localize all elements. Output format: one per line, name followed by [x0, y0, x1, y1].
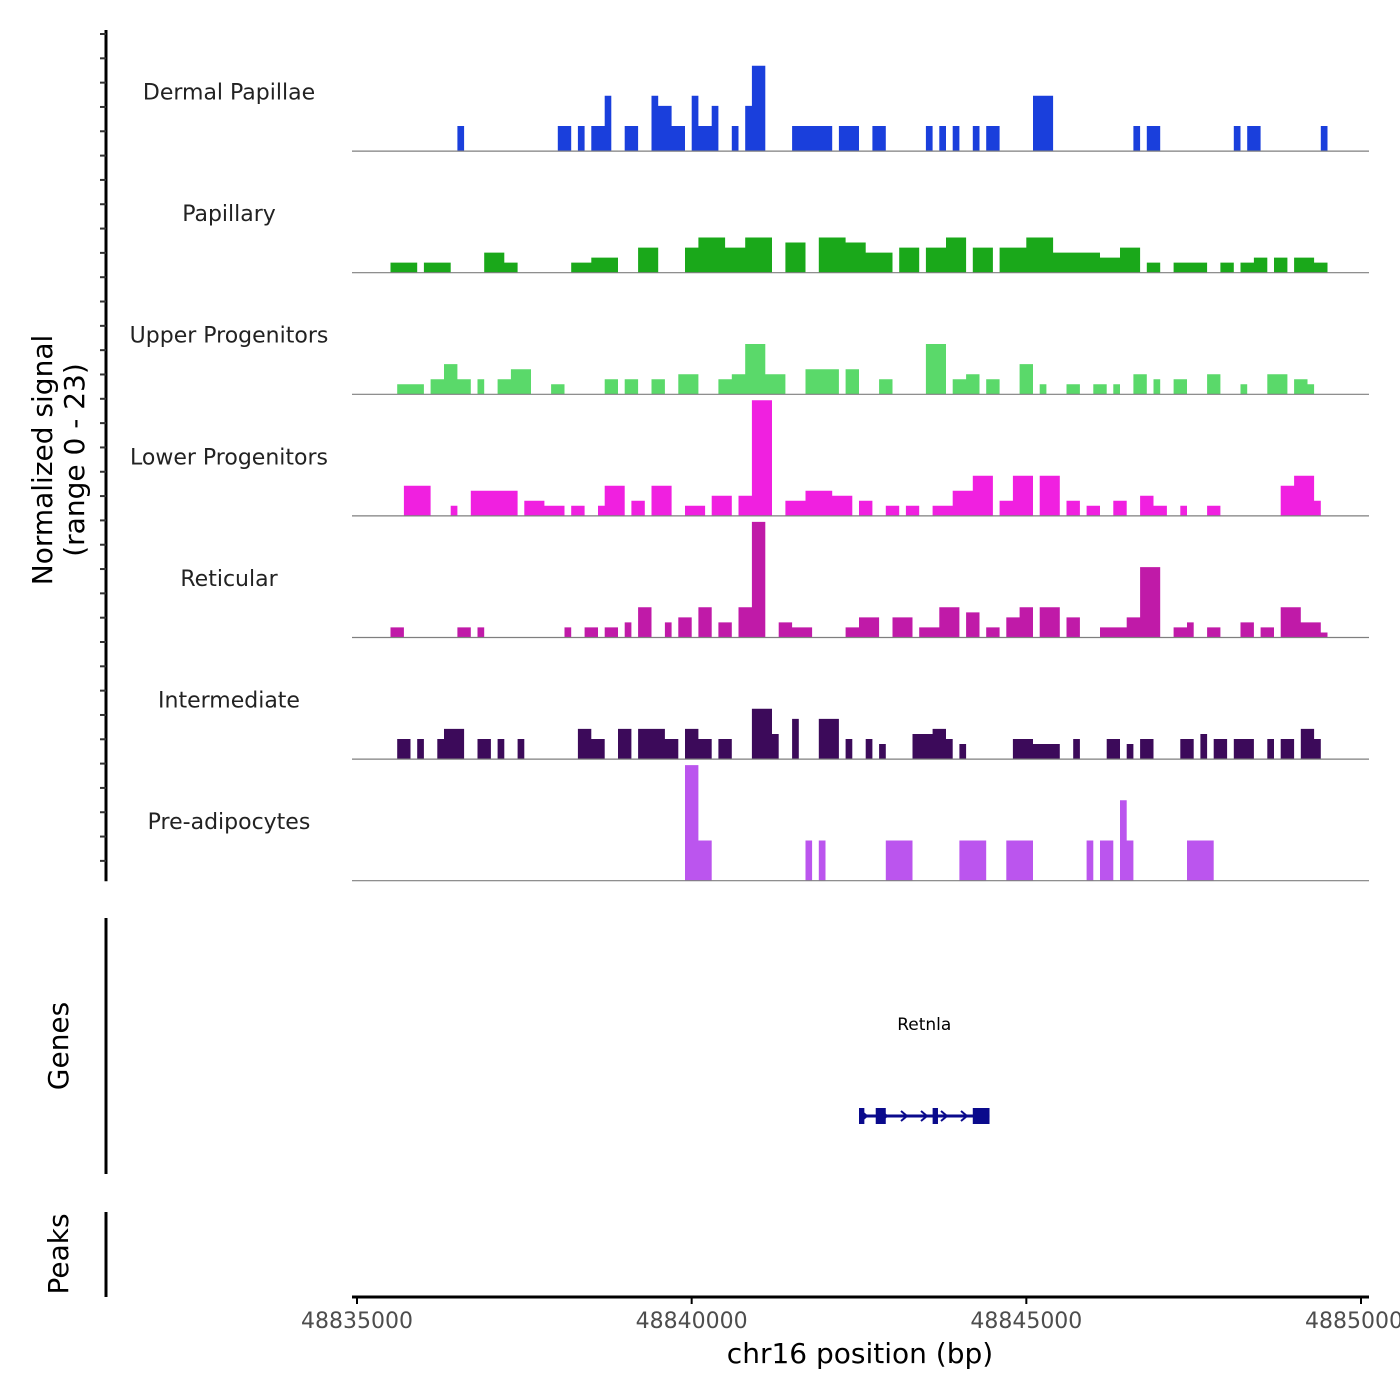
x-tick-label: 48845000: [970, 1309, 1082, 1334]
signal-y-axis: [100, 30, 108, 882]
track-reticular: Reticular: [180, 521, 1369, 639]
x-tick-label: 48840000: [636, 1309, 748, 1334]
gene-exon: [875, 1108, 886, 1124]
y-axis-subtitle: (range 0 - 23): [58, 363, 91, 557]
coverage-area: [457, 65, 1328, 152]
track-pre-adipocytes: Pre-adipocytes: [148, 765, 1369, 882]
track-label: Lower Progenitors: [130, 445, 328, 470]
x-axis-ticks: 48835000 48840000 48845000 48850000: [301, 1297, 1400, 1334]
coverage-area: [403, 400, 1321, 516]
x-tick-label: 48850000: [1305, 1309, 1400, 1334]
coverage-area: [390, 237, 1328, 273]
track-label: Pre-adipocytes: [148, 810, 311, 835]
track-label: Papillary: [182, 202, 276, 227]
strand-arrow: [940, 1110, 949, 1122]
track-dermal-papillae: Dermal Papillae: [143, 65, 1369, 152]
track-papillary: Papillary: [182, 202, 1369, 274]
gene-exon: [932, 1108, 938, 1124]
track-label: Intermediate: [158, 689, 300, 714]
track-intermediate: Intermediate: [158, 689, 1369, 760]
coverage-area: [390, 521, 1328, 638]
coverage-tracks: Dermal Papillae Papillary Upper Progenitor…: [130, 65, 1369, 882]
strand-arrow: [900, 1110, 909, 1122]
coverage-area: [397, 708, 1321, 760]
gene-exon: [972, 1108, 990, 1124]
track-label: Upper Progenitors: [130, 324, 329, 349]
strand-arrow: [920, 1110, 929, 1122]
gene-track: Retnla: [859, 1015, 990, 1124]
genes-panel-label: Genes: [42, 1002, 75, 1090]
x-tick-label: 48835000: [301, 1309, 413, 1334]
y-axis-title: Normalized signal: [26, 335, 59, 586]
peaks-panel-label: Peaks: [42, 1213, 75, 1294]
coverage-area: [685, 765, 1214, 881]
gene-retnla: Retnla: [859, 1015, 990, 1124]
x-axis-title: chr16 position (bp): [727, 1337, 993, 1370]
track-upper-progenitors: Upper Progenitors: [130, 324, 1369, 395]
strand-arrow: [960, 1110, 969, 1122]
gene-exon: [859, 1108, 865, 1124]
track-label: Reticular: [180, 567, 278, 592]
coverage-area: [397, 344, 1315, 395]
track-label: Dermal Papillae: [143, 81, 315, 106]
gene-label: Retnla: [897, 1015, 951, 1035]
track-lower-progenitors: Lower Progenitors: [130, 400, 1369, 517]
